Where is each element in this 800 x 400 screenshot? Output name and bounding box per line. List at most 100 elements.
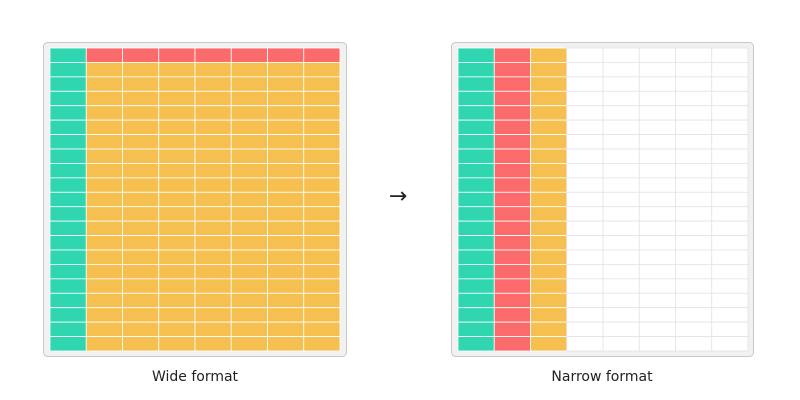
wide-cell [122, 191, 160, 208]
narrow-cell [493, 47, 531, 63]
narrow-cell [602, 47, 640, 63]
narrow-cell [530, 292, 568, 309]
wide-cell [122, 148, 160, 164]
narrow-cell [457, 119, 495, 135]
wide-cell [158, 321, 196, 337]
wide-cell [49, 177, 87, 193]
wide-cell [85, 163, 123, 179]
narrow-cell [711, 321, 749, 337]
narrow-cell [711, 249, 749, 265]
wide-cell [194, 220, 232, 236]
wide-cell [122, 163, 160, 179]
narrow-cell [493, 134, 531, 150]
wide-cell [85, 47, 123, 63]
wide-cell [85, 62, 123, 78]
wide-cell [49, 148, 87, 164]
wide-cell [267, 307, 305, 323]
narrow-cell [493, 90, 531, 107]
narrow-cell [530, 264, 568, 280]
narrow-cell [566, 336, 604, 352]
narrow-cell [530, 105, 568, 121]
narrow-cell [711, 191, 749, 208]
wide-cell [122, 220, 160, 236]
narrow-cell [675, 76, 713, 92]
wide-cell [303, 220, 341, 236]
wide-cell [158, 249, 196, 265]
narrow-cell [530, 76, 568, 92]
narrow-cell [711, 206, 749, 222]
narrow-cell [675, 235, 713, 251]
narrow-cell [602, 220, 640, 236]
narrow-cell [602, 163, 640, 179]
wide-cell [230, 249, 268, 265]
narrow-cell [530, 235, 568, 251]
wide-cell [267, 119, 305, 135]
wide-cell [230, 292, 268, 309]
wide-cell [158, 134, 196, 150]
narrow-cell [602, 307, 640, 323]
narrow-cell [711, 148, 749, 164]
narrow-cell [457, 134, 495, 150]
wide-cell [303, 62, 341, 78]
narrow-cell [493, 62, 531, 78]
wide-cell [303, 307, 341, 323]
narrow-cell [638, 177, 676, 193]
wide-cell [194, 191, 232, 208]
narrow-cell [675, 336, 713, 352]
narrow-cell [638, 62, 676, 78]
wide-cell [230, 119, 268, 135]
narrow-cell [493, 148, 531, 164]
narrow-cell [530, 278, 568, 294]
wide-cell [267, 148, 305, 164]
wide-cell [85, 177, 123, 193]
narrow-cell [675, 321, 713, 337]
narrow-cell [638, 119, 676, 135]
wide-label: Wide format [152, 369, 239, 385]
wide-cell [194, 134, 232, 150]
wide-cell [267, 105, 305, 121]
wide-cell [303, 76, 341, 92]
wide-cell [267, 220, 305, 236]
narrow-cell [566, 119, 604, 135]
narrow-cell [530, 336, 568, 352]
wide-cell [230, 105, 268, 121]
wide-cell [122, 134, 160, 150]
wide-cell [267, 191, 305, 208]
narrow-cell [602, 119, 640, 135]
wide-cell [49, 278, 87, 294]
wide-cell [303, 292, 341, 309]
narrow-cell [530, 220, 568, 236]
narrow-cell [638, 336, 676, 352]
wide-cell [122, 292, 160, 309]
wide-cell [303, 90, 341, 107]
wide-cell [230, 220, 268, 236]
narrow-cell [457, 163, 495, 179]
narrow-cell [711, 47, 749, 63]
narrow-cell [566, 177, 604, 193]
wide-cell [303, 264, 341, 280]
wide-cell [158, 292, 196, 309]
wide-cell [194, 90, 232, 107]
wide-cell [230, 148, 268, 164]
narrow-cell [566, 278, 604, 294]
narrow-cell [711, 90, 749, 107]
narrow-cell [566, 249, 604, 265]
wide-cell [122, 119, 160, 135]
wide-cell [85, 76, 123, 92]
wide-cell [194, 163, 232, 179]
narrow-cell [530, 249, 568, 265]
narrow-cell [675, 134, 713, 150]
narrow-cell [566, 307, 604, 323]
wide-cell [49, 105, 87, 121]
wide-cell [303, 47, 341, 63]
wide-cell [194, 148, 232, 164]
wide-cell [230, 278, 268, 294]
wide-cell [267, 278, 305, 294]
wide-cell [49, 134, 87, 150]
wide-cell [158, 191, 196, 208]
narrow-cell [602, 292, 640, 309]
wide-cell [303, 336, 341, 352]
narrow-cell [602, 191, 640, 208]
narrow-cell [566, 220, 604, 236]
wide-cell [267, 206, 305, 222]
